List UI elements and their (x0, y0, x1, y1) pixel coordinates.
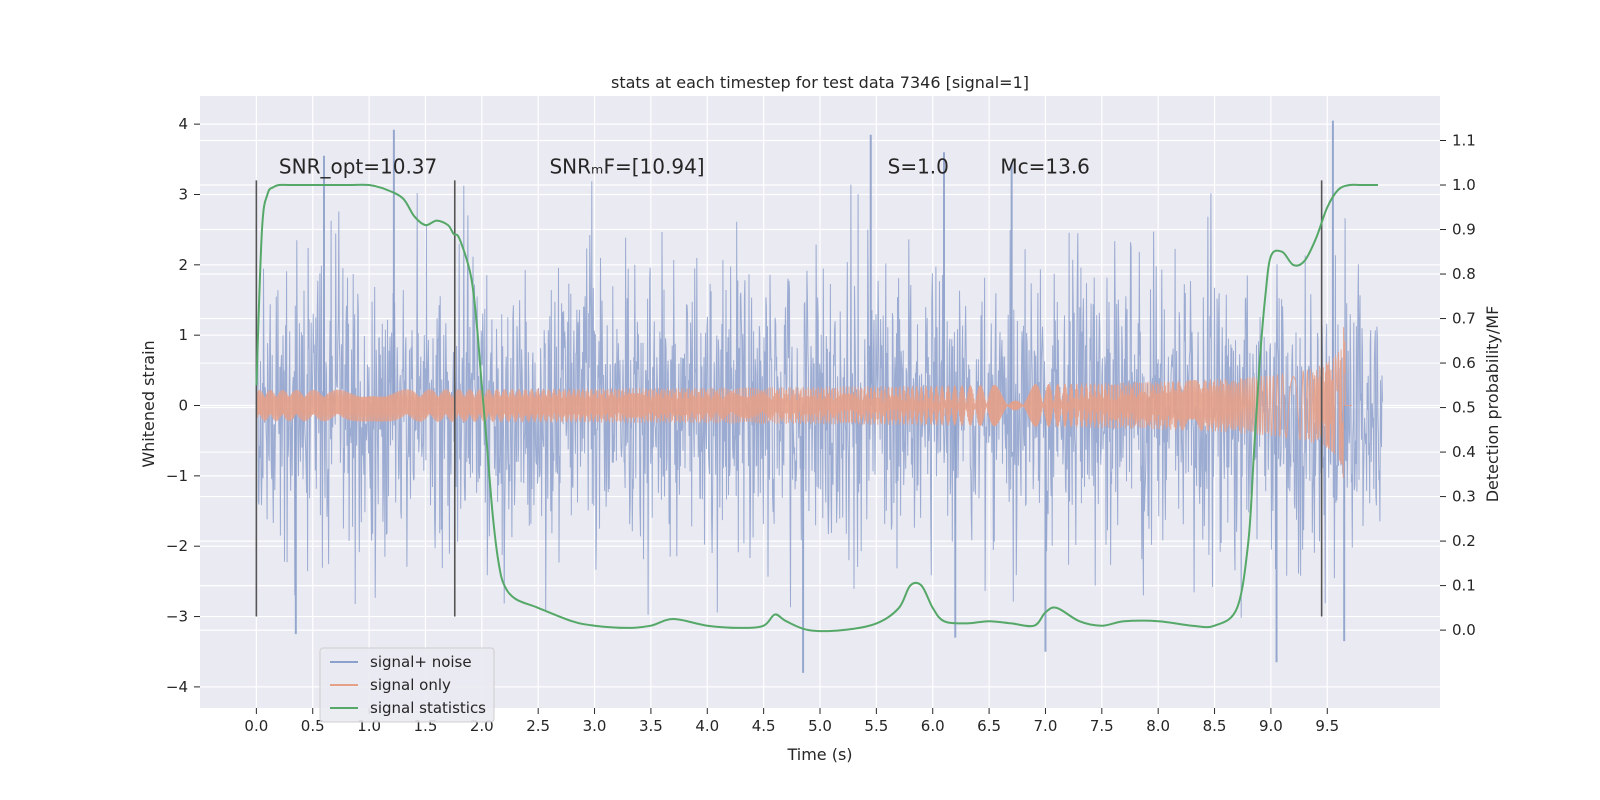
y-tick-label: −3 (166, 608, 188, 626)
x-tick-label: 8.5 (1203, 717, 1227, 735)
y2-tick-label: 0.7 (1452, 310, 1476, 328)
y-tick-label: −2 (166, 537, 188, 555)
chart-title: stats at each timestep for test data 734… (611, 73, 1029, 92)
x-tick-label: 6.0 (921, 717, 945, 735)
annotation-text: SNR_opt=10.37 (279, 154, 437, 178)
y-tick-label: −1 (166, 467, 188, 485)
annotations: SNR_opt=10.37 SNRₘF=[10.94] S=1.0 Mᴄ=13.6 (279, 154, 1090, 178)
x-tick-label: 3.0 (583, 717, 607, 735)
x-tick-label: 4.5 (752, 717, 776, 735)
signal-statistics-series (255, 183, 1378, 633)
signal-only-line (256, 327, 1353, 479)
x-tick-label: 0.5 (301, 717, 325, 735)
x-tick-label: 5.5 (864, 717, 888, 735)
x-tick-label: 2.5 (526, 717, 550, 735)
legend-label-signal: signal only (370, 676, 451, 694)
y-axis-ticks: −4 −3 −2 −1 0 1 2 3 4 (166, 115, 200, 696)
y2-tick-label: 0.8 (1452, 265, 1476, 283)
x-tick-label: 6.5 (977, 717, 1001, 735)
y2-tick-label: 0.1 (1452, 577, 1476, 595)
y-axis-label: Whitened strain (139, 340, 158, 467)
y2-tick-label: 0.6 (1452, 354, 1476, 372)
x-axis-label: Time (s) (786, 745, 852, 764)
x-tick-label: 0.0 (244, 717, 268, 735)
vertical-markers (255, 180, 1323, 617)
y2-tick-label: 0.2 (1452, 532, 1476, 550)
y-tick-label: 1 (178, 326, 188, 344)
signal-only-series (256, 327, 1353, 479)
x-tick-label: 7.0 (1034, 717, 1058, 735)
annotation-text: Mᴄ=13.6 (1000, 154, 1090, 178)
y2-tick-label: 0.4 (1452, 443, 1476, 461)
noise-series (255, 120, 1383, 673)
legend-box (319, 647, 495, 723)
y2-tick-label: 0.3 (1452, 488, 1476, 506)
x-tick-label: 8.0 (1146, 717, 1170, 735)
x-tick-label: 4.0 (695, 717, 719, 735)
y2-axis-ticks: 0.0 0.1 0.2 0.3 0.4 0.5 0.6 0.7 0.8 0.9 1.0 1.1 (1440, 132, 1476, 639)
y-tick-label: 2 (178, 256, 188, 274)
x-tick-label: 5.0 (808, 717, 832, 735)
annotation-text: S=1.0 (888, 154, 949, 178)
y-tick-label: −4 (166, 678, 188, 696)
legend-label-noise: signal+ noise (370, 653, 472, 671)
signal-statistics-line (255, 183, 1378, 633)
y2-axis-label: Detection probability/MF (1483, 306, 1502, 503)
x-tick-label: 7.5 (1090, 717, 1114, 735)
legend: signal+ noise signal only signal statist… (319, 647, 495, 723)
x-tick-label: 9.5 (1315, 717, 1339, 735)
y-tick-label: 3 (178, 185, 188, 203)
y-tick-label: 4 (178, 115, 188, 133)
x-tick-label: 3.5 (639, 717, 663, 735)
y-tick-label: 0 (178, 397, 188, 415)
x-tick-label: 9.0 (1259, 717, 1283, 735)
y2-tick-label: 0.5 (1452, 399, 1476, 417)
y2-tick-label: 0.9 (1452, 221, 1476, 239)
y2-tick-label: 0.0 (1452, 621, 1476, 639)
annotation-text: SNRₘF=[10.94] (549, 154, 704, 178)
legend-label-stats: signal statistics (370, 699, 486, 717)
y2-tick-label: 1.0 (1452, 176, 1476, 194)
y2-tick-label: 1.1 (1452, 132, 1476, 150)
